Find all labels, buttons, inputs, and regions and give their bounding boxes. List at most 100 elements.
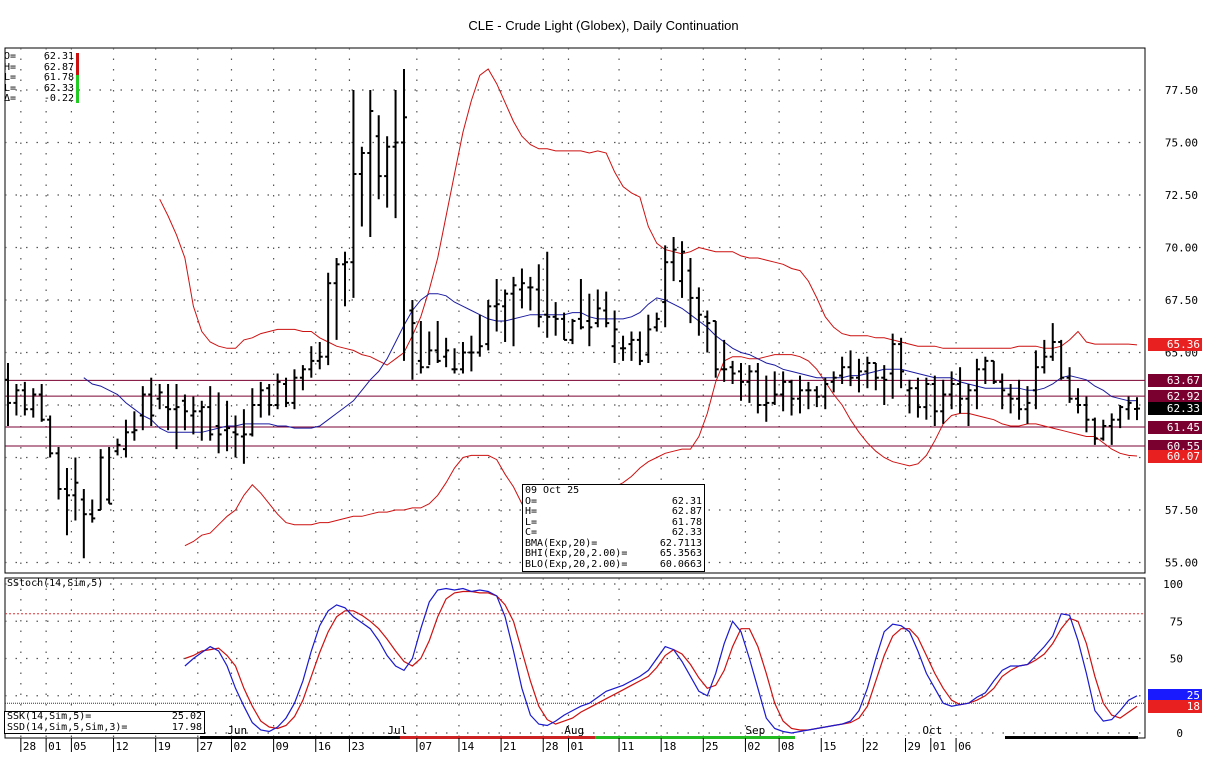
ohlc-bar: [384, 136, 391, 208]
readout-row: SSD(14,Sim,5,Sim,3)= 17.98: [7, 722, 202, 734]
readout-row: BHI(Exp,20,2.00)= 65.3563: [525, 548, 702, 560]
ohlc-bar: [990, 359, 997, 384]
candle-indicator: [76, 53, 79, 85]
ohlc-bar: [325, 272, 332, 366]
ssk-line: [184, 587, 1138, 734]
readout-row: O= 62.31: [525, 495, 702, 508]
ohlc-bar: [156, 384, 163, 410]
readout-label: L=: [525, 516, 538, 528]
ohlc-bar: [451, 348, 458, 374]
x-day-label: 02: [747, 740, 760, 753]
readout-value: 62.31: [43, 51, 74, 62]
readout-row: O= 62.31: [4, 51, 74, 63]
ohlc-bar: [198, 400, 205, 441]
ohlc-bar: [1032, 350, 1039, 410]
readout-value: 62.31: [671, 495, 702, 507]
ohlc-bar: [1041, 339, 1048, 374]
ohlc-bar: [173, 384, 180, 450]
readout-label: L=: [4, 82, 17, 94]
price-tag: 60.55: [1148, 439, 1202, 453]
ohlc-bar: [645, 314, 652, 363]
x-day-label: 18: [663, 740, 676, 753]
price-tick-label: 70.00: [1165, 242, 1198, 255]
candle-indicator-green: [76, 75, 79, 103]
band-upper-line: [159, 68, 1138, 366]
ohlc-bar: [771, 371, 778, 405]
ohlc-bar: [906, 379, 913, 414]
chart-title: CLE - Crude Light (Globex), Daily Contin…: [468, 18, 739, 33]
ohlc-bar: [847, 350, 854, 387]
ohlc-bar: [594, 289, 601, 328]
ohlc-bar: [898, 337, 905, 389]
ohlc-bar: [409, 300, 416, 380]
stoch-tick-label: 50: [1170, 653, 1183, 666]
x-day-label: 06: [958, 740, 971, 753]
x-month-label: Oct: [922, 724, 942, 737]
price-y-axis: 55.0057.5060.0062.5065.0067.5070.0072.50…: [1165, 84, 1198, 570]
ohlc-bar: [1049, 323, 1056, 361]
ohlc-bar: [889, 333, 896, 399]
x-month-label: Jun: [227, 724, 247, 737]
ohlc-bar: [240, 409, 247, 464]
ohlc-bar: [38, 384, 45, 422]
ohlc-bar: [459, 342, 466, 374]
ohlc-bar: [443, 337, 450, 368]
ohlc-bar: [476, 314, 483, 357]
ohlc-bar: [864, 356, 871, 389]
ohlc-bar: [308, 346, 315, 378]
x-day-label: 01: [48, 740, 61, 753]
info-date: 09 Oct 25: [525, 485, 580, 496]
x-day-label: 07: [419, 740, 432, 753]
readout-value: 62.7113: [659, 537, 702, 549]
ohlc-bar: [350, 90, 357, 298]
ohlc-bar: [148, 377, 155, 426]
ohlc-bar: [552, 302, 559, 336]
ohlc-bar: [224, 400, 231, 452]
ohlc-bar: [738, 363, 745, 401]
x-day-label: 08: [781, 740, 794, 753]
readout-value: 60.0663: [659, 558, 702, 570]
ohlc-bar: [139, 386, 146, 431]
ohlc-bar: [780, 371, 787, 412]
ohlc-bar: [426, 331, 433, 369]
ohlc-bar: [687, 258, 694, 324]
ohlc-bar: [21, 381, 28, 416]
ohlc-bar: [493, 279, 500, 332]
ohlc-bar: [881, 365, 888, 405]
x-day-label: 05: [73, 740, 86, 753]
ohlc-bar: [502, 289, 509, 342]
readout-row: BLO(Exp,20,2.00)= 60.0663: [525, 558, 702, 571]
x-day-label: 22: [865, 740, 878, 753]
price-tag: 62.33: [1148, 402, 1202, 416]
readout-label: SSK(14,Sim,5)=: [7, 711, 92, 722]
ohlc-bar: [527, 276, 534, 311]
ohlc-bar: [788, 379, 795, 416]
price-tick-label: 57.50: [1165, 504, 1198, 517]
ohlc-bar: [1075, 388, 1082, 414]
ohlc-bar: [982, 356, 989, 384]
price-tick-label: 72.50: [1165, 189, 1198, 202]
readout-label: O=: [525, 495, 538, 507]
x-axis-period-strip: [400, 736, 595, 739]
x-day-label: 25: [705, 740, 718, 753]
readout-row: H= 62.87: [525, 506, 702, 518]
ohlc-bar: [358, 146, 365, 227]
stoch-lines: [5, 587, 1145, 734]
price-horizontal-lines: [5, 379, 1145, 447]
ohlc-bar: [47, 415, 54, 458]
readout-row: BMA(Exp,20)= 62.7113: [525, 537, 702, 550]
info-box: 09 Oct 25 O= 62.31 H= 62.87 L= 61.78 C= 62.33 BM…: [522, 484, 705, 572]
ohlc-bar: [392, 90, 399, 219]
ohlc-bar: [1091, 417, 1098, 445]
ohlc-bar: [973, 358, 980, 410]
readout-label: BMA(Exp,20)=: [525, 537, 598, 549]
ohlc-bar: [215, 392, 222, 454]
readout-row: L= 62.33: [4, 82, 74, 95]
ohlc-bar: [1083, 396, 1090, 433]
ohlc-readout: O= 62.31 H= 62.87 L= 61.78 L= 62.33 Δ= -0.22: [4, 51, 74, 105]
x-axis-period-strip: [795, 736, 1005, 739]
readout-label: L=: [4, 72, 17, 83]
x-axis-period-strip: [200, 736, 400, 739]
ohlc-bar: [5, 363, 11, 426]
x-day-label: 01: [933, 740, 946, 753]
